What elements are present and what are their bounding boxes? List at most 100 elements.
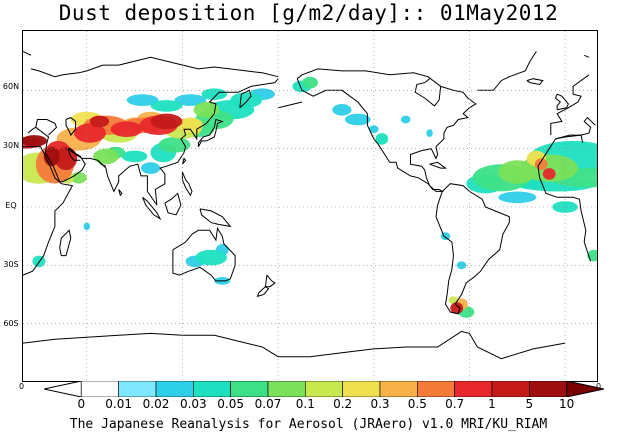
colorbar-label-2: 0.02	[142, 397, 170, 411]
colorbar-labels: 0 0.01 0.02 0.03 0.05 0.07 0.1 0.2 0.3 0.5 0.7 1 5 10	[0, 397, 617, 413]
dust-patch-10	[83, 222, 90, 231]
colorbar-bin-5	[230, 381, 269, 397]
lat-label-60n: 60N	[2, 82, 20, 91]
coastline-borneo	[164, 192, 182, 216]
coastline-japan	[197, 118, 224, 147]
colorbar-label-13: 10	[559, 397, 575, 411]
coastline-cuba	[429, 161, 448, 169]
colorbar-label-10: 0.7	[445, 397, 465, 411]
map-canvas	[23, 31, 597, 381]
colorbar-label-6: 0.1	[295, 397, 315, 411]
coastline-sri-lanka	[118, 189, 123, 197]
dust-patch-3	[126, 94, 159, 106]
coastline-kamchatka	[239, 89, 252, 109]
colorbar-bin-8	[342, 381, 381, 397]
dust-patch-23	[150, 100, 183, 112]
colorbar-label-7: 0.2	[333, 397, 353, 411]
dust-patch-21	[230, 92, 263, 108]
coastline-philippines	[181, 171, 193, 197]
lat-label-60s: 60S	[3, 319, 19, 328]
coastline-europe-0	[550, 74, 590, 136]
dust-patch-67	[54, 146, 78, 171]
coastline-newguinea	[199, 208, 232, 228]
colorbar-bin-1	[80, 381, 119, 397]
colorbar-bin-10	[416, 381, 455, 397]
dust-deposition-map	[22, 30, 598, 382]
colorbar-bin-13	[528, 381, 567, 397]
coastline-alaska-is	[277, 101, 303, 109]
dust-deposition-field	[23, 76, 597, 318]
coastline-asia-south	[35, 78, 279, 206]
coastline-svalbard-1	[23, 50, 32, 56]
coastline-madagascar	[59, 229, 72, 257]
colorbar-label-1: 0.01	[105, 397, 133, 411]
data-credit: The Japanese Reanalysis for Aerosol (JRA…	[69, 417, 548, 432]
dust-patch-14	[332, 104, 352, 116]
coastline-hudson	[414, 78, 442, 107]
coastline-nz-south	[256, 286, 270, 298]
colorbar-label-4: 0.05	[217, 397, 245, 411]
colorbar	[44, 381, 604, 397]
colorbar-bin-12	[491, 381, 530, 397]
colorbar-bin-2	[118, 381, 157, 397]
corner-label-right: 0	[596, 382, 602, 391]
dust-patch-68	[89, 115, 110, 128]
dust-patch-4	[141, 162, 161, 174]
colorbar-label-3: 0.03	[179, 397, 207, 411]
coastline-taiwan	[181, 157, 187, 165]
corner-label-left: 0	[19, 382, 25, 391]
colorbar-label-12: 5	[525, 397, 534, 411]
dust-patch-25	[121, 150, 148, 163]
dust-patch-8	[400, 115, 411, 124]
dust-patch-60	[534, 158, 548, 170]
map-title: Dust deposition [g/m2/day]:: 01May2012	[58, 1, 559, 25]
dust-patch-11	[456, 261, 467, 270]
dust-patch-13	[345, 113, 371, 126]
colorbar-bin-7	[304, 381, 343, 397]
dust-patch-7	[369, 125, 379, 134]
dust-patch-63	[74, 123, 106, 143]
dust-patch-12	[440, 232, 451, 241]
colorbar-bin-3	[155, 381, 194, 397]
colorbar-arrow-right	[566, 381, 604, 397]
dust-patch-42	[93, 148, 119, 165]
colorbar-label-5: 0.07	[254, 397, 282, 411]
coastline-sumatra	[142, 196, 162, 221]
colorbar-label-9: 0.5	[407, 397, 427, 411]
dust-patch-38	[302, 76, 318, 89]
coastline-mediterranean-1	[27, 119, 58, 136]
coastline-newzealand	[264, 274, 276, 288]
coastline-caspian	[65, 117, 77, 137]
coastline-australia	[172, 226, 236, 282]
dust-patch-28	[375, 133, 389, 145]
dust-patch-72	[23, 135, 47, 147]
coastline-antarctica-0	[23, 330, 566, 360]
colorbar-bin-6	[267, 381, 306, 397]
coastline-greenland	[477, 51, 537, 91]
dust-patch-26	[195, 249, 228, 266]
colorbar-label-11: 1	[488, 397, 496, 411]
dust-patch-66	[542, 168, 556, 180]
lat-label-eq: EQ	[5, 201, 17, 210]
coastline-iceland	[526, 78, 544, 86]
coastlines	[23, 50, 596, 360]
dust-patch-9	[426, 129, 433, 137]
lat-label-30n: 30N	[2, 141, 20, 150]
coastline-africa-0	[537, 166, 592, 262]
dust-patch-34	[158, 137, 191, 153]
coastline-n-america	[296, 68, 477, 192]
coastline-europe-1	[30, 56, 279, 78]
coastline-svalbard-2	[584, 54, 590, 58]
dust-patch-69	[150, 113, 183, 130]
coastline-s-america	[435, 183, 510, 315]
coastline-arabia-gulf	[67, 148, 81, 161]
colorbar-arrow-left	[44, 381, 82, 397]
dust-patch-41	[193, 102, 220, 118]
coastline-mediterranean-0	[555, 116, 596, 140]
dust-patch-24	[201, 88, 228, 100]
colorbar-bin-4	[193, 381, 231, 397]
dust-patch-43	[498, 160, 537, 184]
colorbar-label-0: 0	[77, 397, 86, 411]
dust-patch-0	[498, 191, 537, 204]
dust-patch-64	[110, 121, 143, 137]
